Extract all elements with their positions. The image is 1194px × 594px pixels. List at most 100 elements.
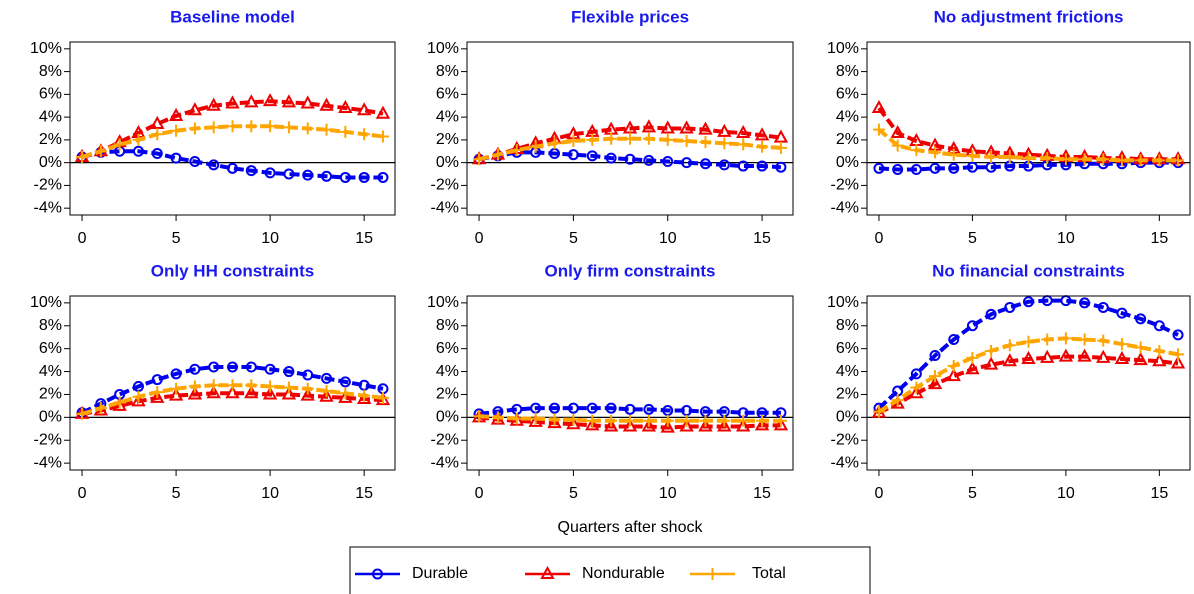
- y-tick-label: 0%: [836, 409, 859, 426]
- marker: [528, 413, 543, 427]
- y-tick-label: 6%: [836, 340, 859, 357]
- marker: [338, 99, 353, 114]
- marker: [873, 162, 885, 174]
- marker: [225, 95, 240, 109]
- marker: [1022, 152, 1035, 165]
- marker: [754, 417, 770, 431]
- marker: [567, 149, 579, 161]
- marker: [376, 130, 389, 143]
- marker: [226, 120, 239, 133]
- marker: [947, 359, 960, 372]
- marker: [319, 388, 334, 402]
- marker: [245, 165, 257, 177]
- marker: [586, 150, 598, 162]
- marker: [208, 361, 220, 373]
- marker: [681, 157, 693, 169]
- marker: [966, 351, 979, 364]
- series-line: [478, 150, 782, 170]
- legend-label: Durable: [412, 565, 468, 582]
- y-tick-label: 6%: [436, 86, 459, 103]
- y-tick-label: 0%: [39, 409, 62, 426]
- y-tick-label: 4%: [836, 363, 859, 380]
- y-tick-label: -2%: [34, 431, 62, 448]
- marker: [94, 145, 107, 158]
- marker: [985, 344, 998, 357]
- marker: [983, 356, 999, 370]
- marker: [718, 414, 731, 427]
- x-tick-label: 10: [1057, 485, 1075, 502]
- y-tick-label: -2%: [431, 431, 459, 448]
- marker: [339, 125, 352, 138]
- marker: [1134, 154, 1147, 167]
- marker: [1078, 333, 1091, 346]
- series-line: [81, 149, 383, 180]
- series-line: [877, 336, 1179, 414]
- marker: [1003, 339, 1016, 352]
- marker: [892, 163, 904, 175]
- panel-title: Baseline model: [170, 7, 295, 26]
- panel-title: Flexible prices: [571, 7, 689, 26]
- marker: [1079, 297, 1091, 309]
- marker: [1153, 344, 1166, 357]
- marker: [113, 138, 126, 151]
- marker: [699, 414, 712, 427]
- y-tick-label: -4%: [831, 199, 859, 216]
- marker: [283, 168, 295, 180]
- series-line: [478, 125, 782, 162]
- marker: [929, 162, 941, 174]
- series-line: [878, 160, 1179, 172]
- marker: [699, 158, 711, 170]
- marker: [132, 390, 145, 403]
- y-tick-label: 2%: [39, 131, 62, 148]
- marker: [641, 418, 657, 432]
- y-tick-label: 10%: [427, 40, 459, 57]
- marker: [605, 132, 618, 145]
- marker: [929, 146, 942, 159]
- marker: [698, 121, 713, 135]
- marker: [642, 132, 655, 145]
- x-tick-label: 5: [968, 230, 977, 247]
- marker: [358, 389, 371, 402]
- marker: [375, 105, 391, 119]
- marker: [76, 407, 89, 420]
- marker: [372, 568, 383, 580]
- panel-title: No financial constraints: [932, 261, 1125, 280]
- x-tick-label: 5: [968, 485, 977, 502]
- y-tick-label: 10%: [827, 40, 859, 57]
- marker: [151, 128, 164, 141]
- y-tick-label: 10%: [30, 40, 62, 57]
- marker: [622, 418, 638, 432]
- marker: [281, 94, 297, 108]
- y-tick-label: 10%: [427, 294, 459, 311]
- x-tick-label: 5: [172, 485, 181, 502]
- marker: [1002, 353, 1018, 367]
- marker: [643, 403, 655, 415]
- marker: [187, 102, 203, 116]
- x-tick-label: 0: [875, 485, 884, 502]
- marker: [1023, 296, 1034, 308]
- x-tick-label: 15: [1150, 485, 1168, 502]
- marker: [170, 368, 182, 380]
- x-tick-label: 0: [78, 230, 87, 247]
- marker: [358, 128, 371, 141]
- marker: [679, 120, 694, 134]
- marker: [339, 376, 351, 388]
- marker: [1077, 348, 1092, 362]
- marker: [1041, 333, 1054, 346]
- marker: [168, 107, 184, 121]
- marker: [1021, 350, 1036, 364]
- marker: [642, 414, 655, 427]
- y-tick-label: 6%: [436, 340, 459, 357]
- plot-frame: [866, 41, 1191, 216]
- marker: [227, 361, 238, 373]
- marker: [227, 162, 238, 174]
- marker: [910, 381, 923, 394]
- y-tick-label: 8%: [39, 63, 62, 80]
- marker: [473, 410, 486, 423]
- x-tick-label: 5: [569, 230, 578, 247]
- marker: [641, 119, 657, 133]
- marker: [245, 379, 258, 392]
- marker: [302, 369, 314, 381]
- marker: [966, 161, 978, 173]
- marker: [1172, 329, 1184, 341]
